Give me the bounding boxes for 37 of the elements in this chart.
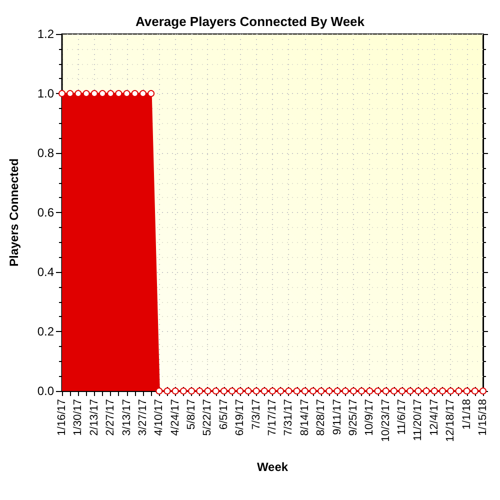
x-tick-label: 1/16/17 (56, 399, 68, 436)
x-tick-label: 6/5/17 (218, 399, 230, 430)
x-tick-label: 9/25/17 (347, 399, 360, 436)
x-tick-label: 8/14/17 (298, 399, 311, 436)
y-tick-label: 0.8 (37, 146, 54, 160)
x-tick-label: 4/10/17 (153, 399, 166, 436)
x-tick-label: 2/13/17 (88, 399, 100, 436)
y-tick-label: 1.0 (37, 86, 54, 100)
x-tick-label: 12/4/17 (428, 399, 440, 436)
y-tick-label: 1.2 (37, 27, 54, 41)
x-tick-label: 1/30/17 (72, 399, 84, 436)
x-tick-label: 10/23/17 (380, 399, 392, 442)
x-axis-title: Week (256, 460, 288, 474)
x-tick-label: 7/17/17 (266, 399, 278, 436)
x-tick-label: 9/11/17 (331, 399, 344, 435)
x-tick-label: 3/13/17 (120, 399, 133, 436)
x-tick-label: 5/22/17 (202, 399, 214, 436)
y-tick-label: 0.6 (37, 206, 54, 220)
y-tick-label: 0.0 (37, 384, 54, 398)
x-tick-label: 12/18/17 (444, 399, 457, 442)
y-axis-title: Players Connected (7, 158, 21, 267)
y-tick-label: 0.4 (37, 265, 54, 279)
x-tick-label: 5/8/17 (186, 399, 198, 430)
x-tick-label: 6/19/17 (234, 399, 246, 436)
x-tick-label: 10/9/17 (364, 399, 376, 436)
y-tick-label: 0.2 (37, 324, 54, 338)
chart-title: Average Players Connected By Week (135, 14, 366, 29)
x-tick-label: 11/20/17 (412, 399, 424, 442)
x-tick-label: 8/28/17 (315, 399, 328, 436)
x-tick-label: 2/27/17 (104, 399, 117, 436)
x-tick-label: 7/31/17 (282, 399, 295, 436)
x-tick-label: 4/24/17 (169, 399, 182, 436)
x-tick-label: 1/1/18 (460, 399, 473, 430)
x-tick-label: 11/6/17 (396, 399, 408, 435)
x-tick-label: 1/15/18 (477, 399, 489, 436)
x-tick-label: 3/27/17 (136, 399, 149, 436)
x-tick-label: 7/3/17 (250, 399, 262, 430)
